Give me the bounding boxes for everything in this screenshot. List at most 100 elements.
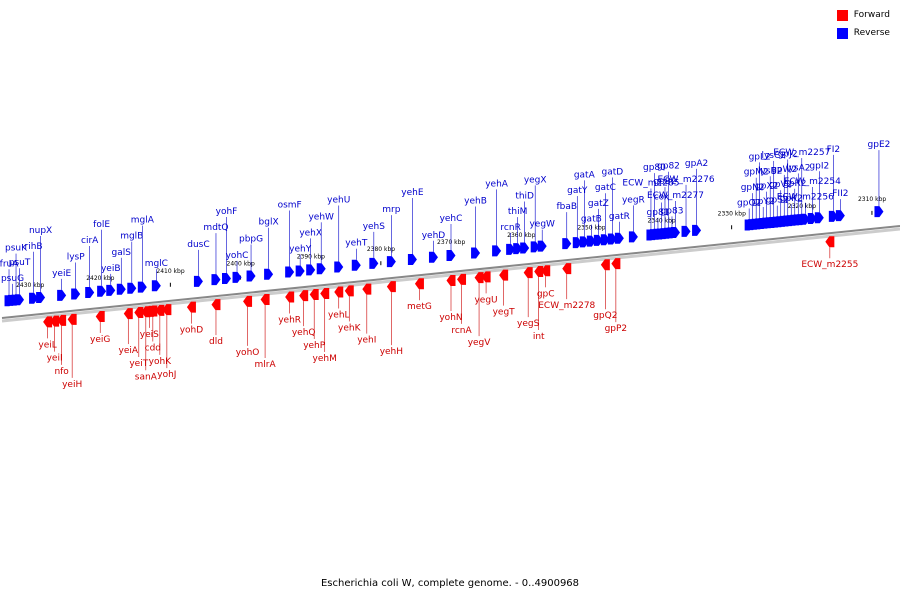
gene-label-cdd: cdd xyxy=(145,344,161,354)
gene-arrow-yeiB xyxy=(106,284,116,296)
gene-label-lysP: lysP xyxy=(67,252,86,262)
gene-label-rihB: rihB xyxy=(25,242,43,252)
gene-label-ECW_m2276: ECW_m2276 xyxy=(658,175,715,185)
axis-tick-label: 2430 kbp xyxy=(16,282,44,289)
axis-line xyxy=(1,225,900,319)
gene-arrow-yehY xyxy=(295,265,305,277)
gene-arrow-bglX xyxy=(264,268,274,280)
gene-label-yehY: yehY xyxy=(289,244,312,254)
gene-label-yohN: yohN xyxy=(439,313,462,323)
gene-arrow-gatY xyxy=(572,237,582,249)
gene-label-gpM2: gpM2 xyxy=(744,168,769,178)
gene-label-yeiT: yeiT xyxy=(129,359,148,369)
gene-arrow-ECW_m2276 xyxy=(681,225,691,237)
axis-tick-label: 2330 kbp xyxy=(718,210,746,217)
gene-label-gatY: gatY xyxy=(567,186,588,196)
gene-arrow-gatD xyxy=(607,233,617,245)
gene-arrow-gatA xyxy=(579,236,589,248)
gene-arrow-rcnR xyxy=(506,243,516,255)
gene-label-yeiL: yeiL xyxy=(38,340,56,350)
gene-arrow-yohN xyxy=(446,275,456,286)
gene-arrow-mrp xyxy=(386,256,396,268)
gene-label-pbpG: pbpG xyxy=(239,234,263,244)
gene-label-yeiA: yeiA xyxy=(119,346,139,356)
gene-label-gpB2: gpB2 xyxy=(653,177,676,187)
gene-arrow-yehR xyxy=(285,291,295,303)
gene-label-rcnR: rcnR xyxy=(500,223,520,233)
gene-arrow-yegT xyxy=(499,269,509,281)
gene-arrow-osmF xyxy=(285,266,295,278)
gene-arrow-yohD xyxy=(186,301,196,313)
gene-label-gpR2: gpR2 xyxy=(783,179,806,189)
gene-label-lysA2: lysA2 xyxy=(786,163,810,173)
gene-label-FI2: FI2 xyxy=(827,145,841,155)
gene-arrow-yeiG xyxy=(95,310,105,322)
gene-arrow-yehK xyxy=(344,285,354,297)
gene-label-yegT: yegT xyxy=(493,308,516,318)
gene-label-yegV: yegV xyxy=(468,338,492,348)
gene-arrow-gpC xyxy=(541,265,551,277)
gene-label-gatR: gatR xyxy=(609,212,630,222)
gene-label-psuK: psuK xyxy=(5,244,28,254)
gene-arrow-psuK xyxy=(11,294,21,306)
gene-arrow-gpP2 xyxy=(611,258,621,270)
gene-label-gatD: gatD xyxy=(602,167,624,177)
gene-label-gatA: gatA xyxy=(574,170,596,180)
gene-label-ECW_m2278: ECW_m2278 xyxy=(538,301,595,311)
gene-label-psuT: psuT xyxy=(9,258,31,268)
gene-arrow-nupX xyxy=(36,292,46,304)
gene-label-yehC: yehC xyxy=(440,214,463,224)
genome-caption: Escherichia coli W, complete genome. - 0… xyxy=(320,578,580,589)
gene-arrow-yehD xyxy=(428,251,438,263)
gene-label-yegU: yegU xyxy=(474,295,497,305)
gene-label-ECW_m2257: ECW_m2257 xyxy=(773,148,830,158)
gene-label-gpI2: gpI2 xyxy=(809,161,829,171)
gene-arrow-yohK xyxy=(155,304,165,316)
gene-label-yohC: yohC xyxy=(226,251,249,261)
gene-label-yehK: yehK xyxy=(338,323,362,333)
gene-label-yegX: yegX xyxy=(524,175,547,185)
gene-label-yohJ: yohJ xyxy=(157,370,176,380)
gene-label-gpA2: gpA2 xyxy=(685,159,708,169)
legend-reverse: Reverse xyxy=(836,26,890,40)
gene-label-gatB: gatB xyxy=(581,215,602,225)
gene-label-yehR: yehR xyxy=(278,316,301,326)
gene-arrow-yegU xyxy=(481,271,491,283)
gene-arrow-dusC xyxy=(193,275,203,287)
gene-label-ECW_m2255: ECW_m2255 xyxy=(801,260,858,270)
gene-arrow-FI2 xyxy=(828,210,838,222)
gene-label-yehI: yehI xyxy=(357,336,376,346)
gene-arrow-mglB xyxy=(127,282,137,294)
gene-arrow-yohF xyxy=(222,273,231,284)
legend-reverse-label: Reverse xyxy=(853,28,890,38)
gene-arrow-thiD xyxy=(520,242,530,254)
gene-arrow-gpE2 xyxy=(874,206,884,218)
gene-label-yehE: yehE xyxy=(401,188,424,198)
gene-label-gpE2: gpE2 xyxy=(868,140,891,150)
gene-label-cox: cox xyxy=(654,192,670,202)
gene-label-yehP: yehP xyxy=(303,341,326,351)
gene-arrow-yehQ xyxy=(299,290,309,302)
gene-arrow-gatZ xyxy=(593,234,603,246)
gene-label-yehH: yehH xyxy=(380,347,403,357)
gene-label-yehB: yehB xyxy=(464,196,487,206)
legend-reverse-swatch xyxy=(836,27,848,39)
axis-tick-label: 2400 kbp xyxy=(227,261,255,268)
gene-arrow-ECW_m2255 xyxy=(825,236,835,248)
gene-label-yehX: yehX xyxy=(299,228,322,238)
gene-label-galS: galS xyxy=(112,248,132,258)
gene-arrow-yehW xyxy=(316,263,326,275)
gene-label-gp80: gp80 xyxy=(643,163,666,173)
gene-arrow-yeiA xyxy=(123,308,133,320)
gene-label-gpJ2: gpJ2 xyxy=(778,150,798,160)
gene-label-gpY2: gpY2 xyxy=(752,197,775,207)
gene-arrow-fruA xyxy=(4,295,14,307)
gene-arrow-fbaB xyxy=(562,238,572,250)
gene-label-psuG: psuG xyxy=(1,274,24,284)
gene-arrow-yehE xyxy=(407,253,417,265)
gene-label-nfo: nfo xyxy=(54,367,69,377)
gene-label-dld: dld xyxy=(209,337,223,347)
gene-arrow-yeiH xyxy=(67,313,77,325)
gene-label-yohD: yohD xyxy=(180,326,204,336)
